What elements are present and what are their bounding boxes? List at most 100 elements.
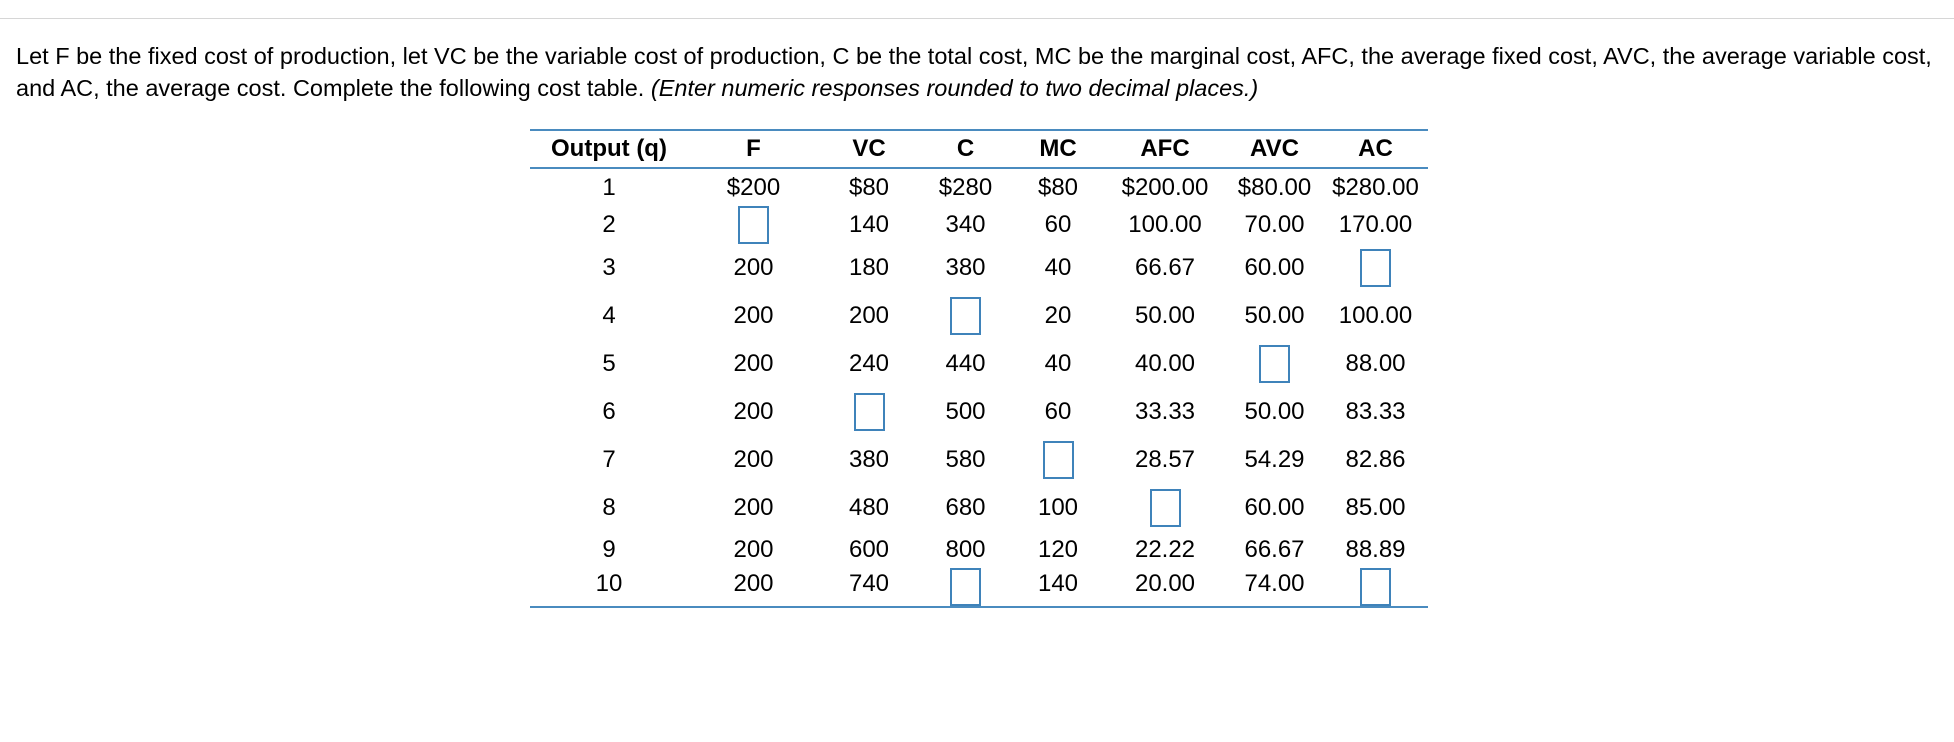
- cell-average-fixed-cost: 22.22: [1134, 536, 1196, 563]
- cell-marginal-cost: 60: [1044, 211, 1072, 238]
- question-text: Let F be the fixed cost of production, l…: [16, 40, 1936, 104]
- cell-fixed-cost: 200: [733, 446, 774, 473]
- cell-total-cost: 800: [945, 536, 986, 563]
- cell-total-cost: $280: [938, 173, 993, 201]
- cell-average-fixed-cost: 28.57: [1134, 446, 1196, 473]
- cell-fixed-cost: 200: [733, 350, 774, 377]
- cell-average-fixed-cost: 33.33: [1134, 398, 1196, 425]
- cell-variable-cost: 180: [848, 254, 890, 281]
- cell-output: 7: [602, 446, 616, 473]
- cell-fixed-cost: $200: [726, 173, 781, 201]
- answer-input-total-cost-q4[interactable]: [950, 297, 981, 335]
- cell-variable-cost: 240: [848, 350, 890, 377]
- table-row: 6 200 500 60 33.33 50.00 83.33: [530, 388, 1428, 436]
- header-variable-cost: VC: [819, 129, 919, 169]
- table-row: 2 140 340 60 100.00 70.00 170.00: [530, 206, 1428, 244]
- cell-average-fixed-cost: 20.00: [1104, 568, 1226, 608]
- table-row: 9 200 600 800 120 22.22 66.67 88.89: [530, 532, 1428, 568]
- cell-fixed-cost: 200: [688, 568, 819, 608]
- answer-cell-average-cost-q3: [1323, 244, 1428, 292]
- cell-output: 3: [602, 254, 616, 281]
- cell-average-variable-cost: 50.00: [1244, 302, 1305, 329]
- cell-average-variable-cost: 54.29: [1244, 446, 1305, 473]
- cell-output: 1: [602, 173, 616, 201]
- cell-output: 4: [602, 302, 616, 329]
- cell-total-cost: 340: [945, 211, 986, 238]
- cell-total-cost: 580: [945, 446, 986, 473]
- cell-average-fixed-cost: 66.67: [1134, 254, 1196, 281]
- cell-variable-cost: 140: [848, 211, 890, 238]
- cell-average-variable-cost: 74.00: [1226, 568, 1323, 608]
- cell-average-fixed-cost: 40.00: [1134, 350, 1196, 377]
- answer-input-fixed-cost-q2[interactable]: [738, 206, 769, 244]
- cell-average-cost: 83.33: [1345, 398, 1406, 425]
- answer-cell-total-cost-q4: [919, 292, 1012, 340]
- question-instruction: (Enter numeric responses rounded to two …: [650, 75, 1259, 101]
- cell-total-cost: 500: [945, 398, 986, 425]
- answer-cell-variable-cost-q6: [819, 388, 919, 436]
- cell-average-fixed-cost: $200.00: [1121, 173, 1209, 201]
- cell-total-cost: 440: [945, 350, 986, 377]
- answer-input-average-cost-q3[interactable]: [1360, 249, 1391, 287]
- cell-fixed-cost: 200: [733, 536, 774, 563]
- cell-average-variable-cost: 60.00: [1244, 494, 1305, 521]
- answer-input-average-variable-cost-q5[interactable]: [1259, 345, 1290, 383]
- cell-marginal-cost: 20: [1044, 302, 1072, 329]
- cell-average-cost: 82.86: [1345, 446, 1406, 473]
- table-row: 4 200 200 20 50.00 50.00 100.00: [530, 292, 1428, 340]
- cell-output: 5: [602, 350, 616, 377]
- answer-input-average-cost-q10[interactable]: [1360, 568, 1391, 606]
- cost-table: Output (q) F VC C MC AFC AVC AC 1 $200 $80…: [530, 129, 1428, 608]
- cell-average-variable-cost: 66.67: [1244, 536, 1305, 563]
- header-average-variable-cost: AVC: [1226, 129, 1323, 169]
- cell-fixed-cost: 200: [733, 494, 774, 521]
- cell-average-cost: 88.00: [1345, 350, 1406, 377]
- cell-marginal-cost: 120: [1037, 536, 1079, 563]
- cell-average-fixed-cost: 100.00: [1128, 211, 1202, 238]
- table-row: 8 200 480 680 100 60.00 85.00: [530, 484, 1428, 532]
- cell-average-cost: 100.00: [1338, 302, 1413, 329]
- header-average-fixed-cost: AFC: [1104, 129, 1226, 169]
- cell-output: 10: [530, 568, 688, 608]
- cell-total-cost: 680: [945, 494, 986, 521]
- cell-fixed-cost: 200: [733, 398, 774, 425]
- answer-input-marginal-cost-q7[interactable]: [1042, 441, 1074, 479]
- answer-cell-average-fixed-cost-q8: [1104, 484, 1226, 532]
- cell-average-cost: 88.89: [1345, 536, 1406, 563]
- answer-input-total-cost-q10[interactable]: [950, 568, 981, 606]
- answer-cell-fixed-cost-q2: [688, 206, 819, 244]
- answer-input-average-fixed-cost-q8[interactable]: [1149, 489, 1181, 527]
- cell-total-cost: 380: [945, 254, 986, 281]
- cell-marginal-cost: 40: [1044, 350, 1072, 377]
- top-divider: [0, 18, 1954, 19]
- cell-marginal-cost: 100: [1037, 494, 1079, 521]
- header-total-cost: C: [919, 129, 1012, 169]
- header-output: Output (q): [530, 129, 688, 169]
- cell-output: 6: [602, 398, 616, 425]
- header-fixed-cost: F: [688, 129, 819, 169]
- cell-output: 2: [602, 211, 616, 238]
- answer-cell-average-cost-q10: [1323, 568, 1428, 608]
- cell-average-fixed-cost: 50.00: [1134, 302, 1196, 329]
- cell-output: 9: [602, 536, 616, 563]
- cell-variable-cost: 740: [819, 568, 919, 608]
- question-body: Let F be the fixed cost of production, l…: [16, 43, 1932, 101]
- cell-variable-cost: $80: [848, 173, 890, 201]
- answer-input-variable-cost-q6[interactable]: [853, 393, 885, 431]
- table-row: 7 200 380 580 28.57 54.29 82.86: [530, 436, 1428, 484]
- cell-average-cost: 85.00: [1345, 494, 1406, 521]
- answer-cell-total-cost-q10: [919, 568, 1012, 608]
- cell-average-variable-cost: 50.00: [1244, 398, 1305, 425]
- table-header-row: Output (q) F VC C MC AFC AVC AC: [530, 129, 1428, 169]
- table-row: 10 200 740 140 20.00 74.00: [530, 568, 1428, 608]
- cell-marginal-cost: $80: [1037, 173, 1079, 201]
- cell-fixed-cost: 200: [733, 302, 774, 329]
- cell-marginal-cost: 140: [1012, 568, 1104, 608]
- cell-fixed-cost: 200: [733, 254, 774, 281]
- table-row: 3 200 180 380 40 66.67 60.00: [530, 244, 1428, 292]
- cell-variable-cost: 200: [848, 302, 890, 329]
- cell-marginal-cost: 60: [1044, 398, 1072, 425]
- cell-marginal-cost: 40: [1044, 254, 1072, 281]
- cell-average-cost: 170.00: [1338, 211, 1413, 238]
- cell-average-variable-cost: $80.00: [1237, 173, 1312, 201]
